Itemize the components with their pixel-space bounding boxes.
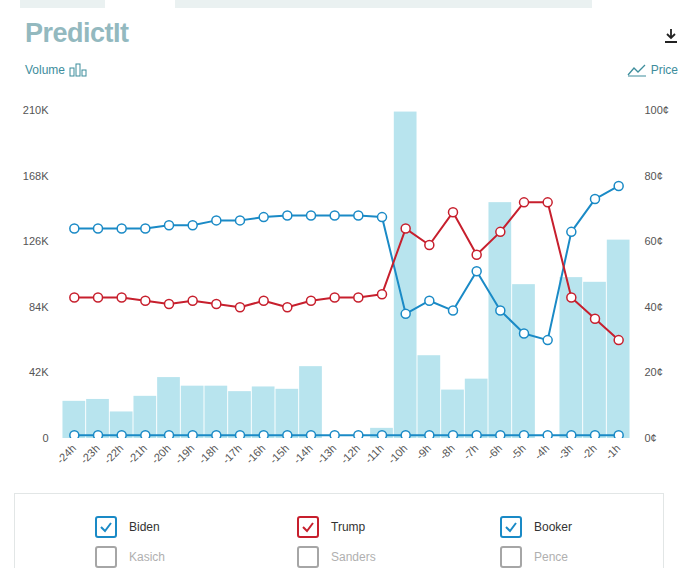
svg-text:42K: 42K bbox=[29, 366, 49, 378]
svg-text:-4h: -4h bbox=[532, 442, 552, 462]
svg-text:-18h: -18h bbox=[196, 442, 220, 466]
svg-text:100¢: 100¢ bbox=[645, 104, 669, 116]
html-text:Trump: Trump bbox=[331, 520, 366, 534]
html-text:Sanders: Sanders bbox=[331, 550, 376, 564]
svg-text:-12h: -12h bbox=[338, 442, 362, 466]
svg-text:-19h: -19h bbox=[173, 442, 197, 466]
svg-text:-15h: -15h bbox=[267, 442, 291, 466]
html-text:Booker: Booker bbox=[534, 520, 572, 534]
html-text:Price: Price bbox=[650, 63, 678, 77]
svg-text:-8h: -8h bbox=[437, 442, 457, 462]
svg-text:-6h: -6h bbox=[485, 442, 505, 462]
html-text:Kasich: Kasich bbox=[129, 550, 165, 564]
svg-text:-24h: -24h bbox=[54, 442, 78, 466]
html-text:Biden: Biden bbox=[129, 520, 160, 534]
svg-text:126K: 126K bbox=[23, 235, 49, 247]
svg-text:168K: 168K bbox=[23, 170, 49, 182]
svg-text:-10h: -10h bbox=[386, 442, 410, 466]
svg-text:-9h: -9h bbox=[414, 442, 434, 462]
svg-text:80¢: 80¢ bbox=[645, 170, 663, 182]
svg-text:84K: 84K bbox=[29, 301, 49, 313]
svg-text:-13h: -13h bbox=[315, 442, 339, 466]
svg-text:-2h: -2h bbox=[579, 442, 599, 462]
svg-text:-3h: -3h bbox=[556, 442, 576, 462]
svg-text:-5h: -5h bbox=[508, 442, 528, 462]
svg-text:0¢: 0¢ bbox=[645, 432, 657, 444]
svg-text:-21h: -21h bbox=[125, 442, 149, 466]
svg-text:-22h: -22h bbox=[102, 442, 126, 466]
svg-text:-1h: -1h bbox=[603, 442, 623, 462]
svg-text:-17h: -17h bbox=[220, 442, 244, 466]
svg-text:-20h: -20h bbox=[149, 442, 173, 466]
svg-text:20¢: 20¢ bbox=[645, 366, 663, 378]
svg-text:210K: 210K bbox=[23, 104, 49, 116]
html-text:Pence: Pence bbox=[534, 550, 568, 564]
svg-text:-23h: -23h bbox=[78, 442, 102, 466]
svg-text:60¢: 60¢ bbox=[645, 235, 663, 247]
html-text:Volume: Volume bbox=[25, 63, 65, 77]
svg-text:-11h: -11h bbox=[362, 442, 385, 465]
svg-text:-14h: -14h bbox=[291, 442, 315, 466]
svg-text:-7h: -7h bbox=[461, 442, 481, 462]
svg-text:40¢: 40¢ bbox=[645, 301, 663, 313]
svg-text:0: 0 bbox=[42, 432, 48, 444]
svg-text:-16h: -16h bbox=[244, 442, 268, 466]
html-text:PredictIt: PredictIt bbox=[25, 18, 129, 48]
